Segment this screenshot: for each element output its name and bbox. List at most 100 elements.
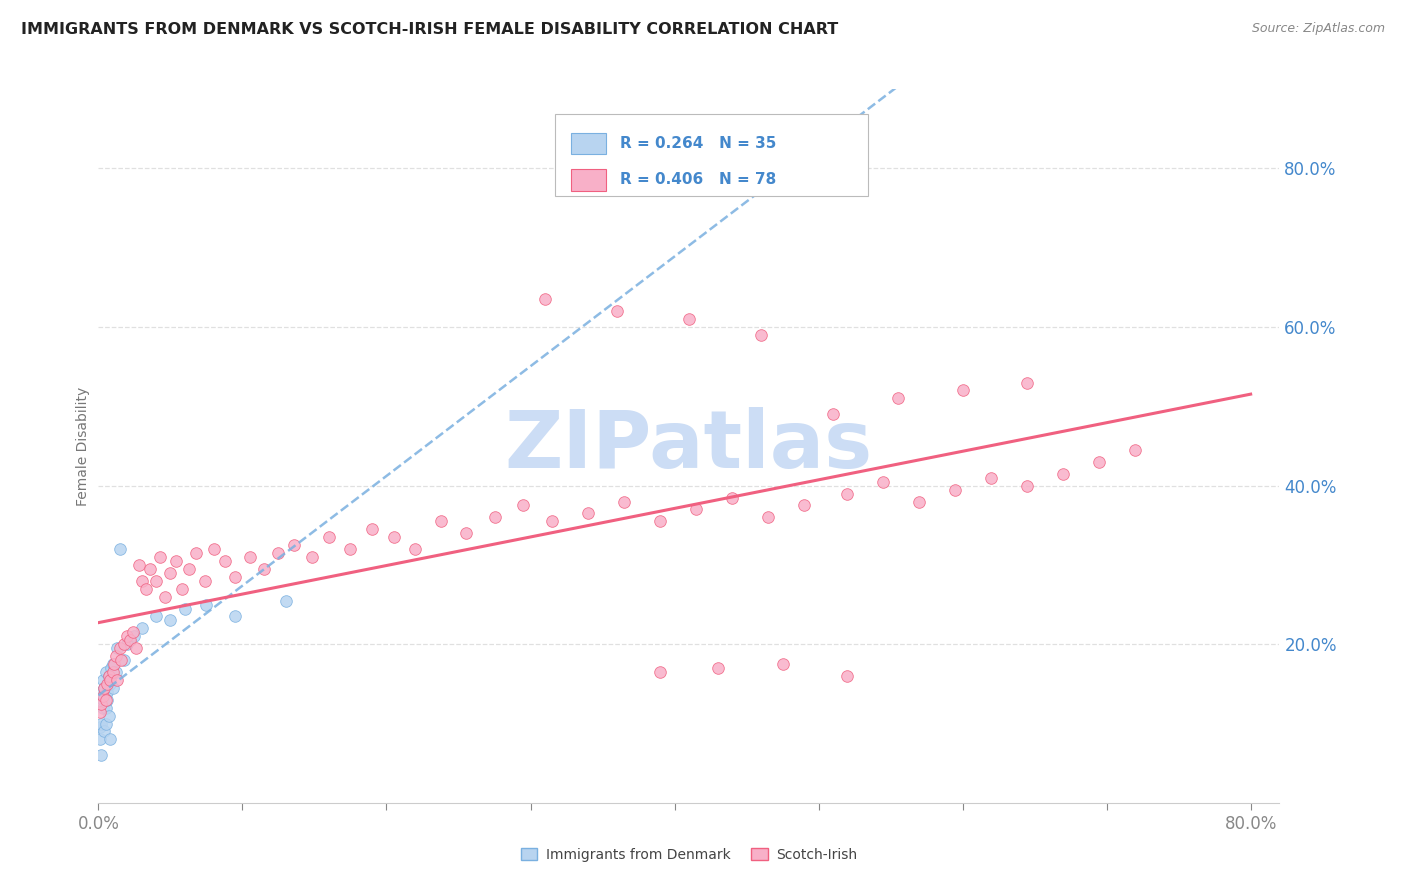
Point <box>89 721 111 735</box>
Bar <box>571 133 606 154</box>
Point <box>1017 478 1039 492</box>
Point <box>93 681 115 695</box>
Point <box>90 716 112 731</box>
Point <box>153 590 176 604</box>
Point <box>606 304 628 318</box>
Point <box>1125 442 1147 457</box>
Point <box>159 566 181 580</box>
Point <box>110 653 132 667</box>
Point <box>1017 376 1039 390</box>
Point <box>115 629 138 643</box>
Point <box>274 593 297 607</box>
Point <box>104 649 127 664</box>
Point <box>100 661 122 675</box>
Point <box>945 483 967 497</box>
Point <box>112 637 135 651</box>
Bar <box>571 169 606 191</box>
Point <box>821 407 844 421</box>
Point <box>721 491 744 505</box>
Point <box>94 716 117 731</box>
Point <box>97 669 120 683</box>
Point <box>135 582 157 596</box>
Point <box>90 697 112 711</box>
Point <box>94 692 117 706</box>
Point <box>108 542 131 557</box>
Point <box>650 514 672 528</box>
Point <box>318 530 340 544</box>
Point <box>98 677 121 691</box>
Point <box>283 538 305 552</box>
Point <box>253 562 276 576</box>
Point <box>541 514 564 528</box>
Point <box>96 677 118 691</box>
Point <box>120 633 142 648</box>
Point <box>128 558 150 572</box>
Legend: Immigrants from Denmark, Scotch-Irish: Immigrants from Denmark, Scotch-Irish <box>515 842 863 867</box>
Point <box>239 549 262 564</box>
Point <box>512 499 534 513</box>
Y-axis label: Female Disability: Female Disability <box>76 386 90 506</box>
Point <box>90 748 112 763</box>
Point <box>96 692 118 706</box>
Point <box>124 629 146 643</box>
Point <box>93 681 115 695</box>
Point <box>214 554 236 568</box>
Point <box>1088 455 1111 469</box>
Point <box>101 681 124 695</box>
Point <box>125 641 148 656</box>
Point <box>224 609 246 624</box>
Point <box>170 582 193 596</box>
Point <box>89 705 111 719</box>
Point <box>1052 467 1074 481</box>
Point <box>145 574 167 588</box>
Point <box>139 562 162 576</box>
Point <box>576 507 599 521</box>
Point <box>685 502 707 516</box>
Point <box>872 475 894 489</box>
Point <box>122 625 145 640</box>
Point <box>179 562 201 576</box>
Point <box>94 700 117 714</box>
Point <box>131 621 153 635</box>
Point <box>382 530 405 544</box>
Point <box>94 665 117 679</box>
Text: R = 0.264   N = 35: R = 0.264 N = 35 <box>620 136 776 152</box>
Point <box>404 542 426 557</box>
Point <box>105 673 128 687</box>
Point <box>98 732 121 747</box>
Point <box>194 574 217 588</box>
Point <box>103 657 125 671</box>
Point <box>159 614 181 628</box>
Text: IMMIGRANTS FROM DENMARK VS SCOTCH-IRISH FEMALE DISABILITY CORRELATION CHART: IMMIGRANTS FROM DENMARK VS SCOTCH-IRISH … <box>21 22 838 37</box>
Point <box>145 609 167 624</box>
Point <box>678 312 700 326</box>
Point <box>837 486 859 500</box>
Point <box>430 514 453 528</box>
Point <box>105 641 128 656</box>
Point <box>613 494 636 508</box>
Point <box>267 546 290 560</box>
Text: R = 0.406   N = 78: R = 0.406 N = 78 <box>620 172 776 187</box>
Point <box>104 665 127 679</box>
Point <box>112 653 135 667</box>
Point <box>90 685 112 699</box>
Point <box>301 549 323 564</box>
Point <box>772 657 794 671</box>
Point <box>534 293 557 307</box>
Point <box>93 724 115 739</box>
Point <box>149 549 172 564</box>
Point <box>186 546 208 560</box>
Text: ZIPatlas: ZIPatlas <box>505 407 873 485</box>
Point <box>98 673 121 687</box>
Point <box>131 574 153 588</box>
Point <box>224 570 246 584</box>
Point <box>484 510 506 524</box>
Point <box>339 542 361 557</box>
Point <box>980 471 1002 485</box>
FancyBboxPatch shape <box>555 114 869 196</box>
Point <box>202 542 225 557</box>
Point <box>97 708 120 723</box>
Point <box>173 601 195 615</box>
Point <box>454 526 477 541</box>
Point <box>706 661 728 675</box>
